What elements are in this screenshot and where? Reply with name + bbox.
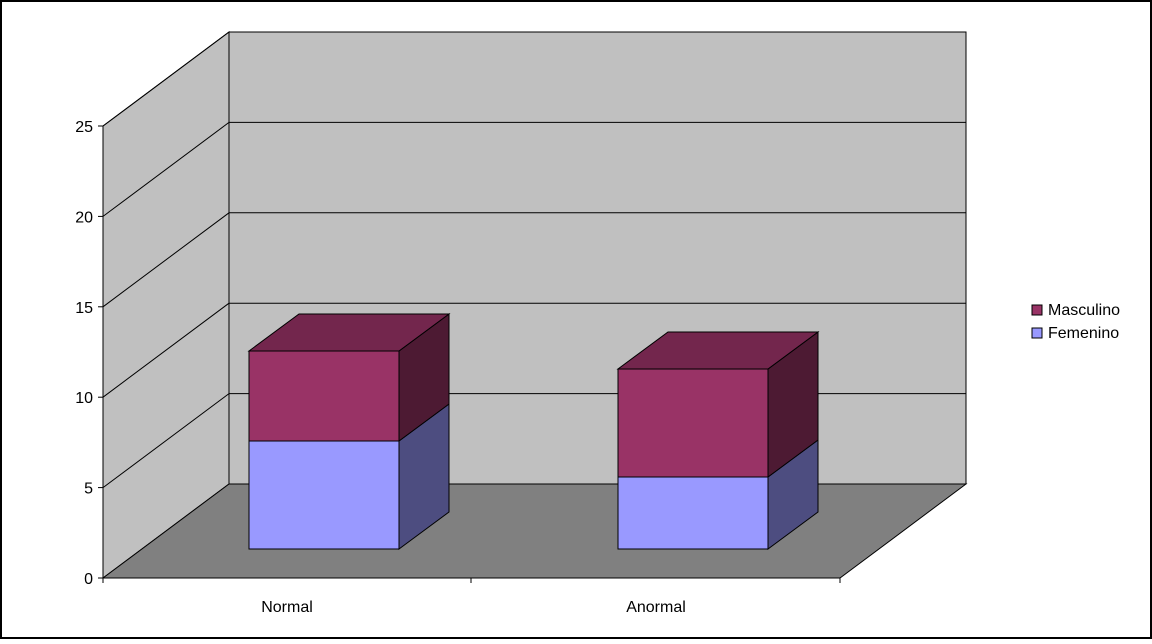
gridline-side xyxy=(102,31,230,127)
gridline-side xyxy=(102,393,230,489)
bar-top-normal xyxy=(247,313,451,352)
legend-swatch-masculino xyxy=(1031,304,1043,316)
bar-femenino-normal xyxy=(248,440,400,550)
legend: Masculino Femenino xyxy=(1031,302,1120,342)
y-tick-label: 0 xyxy=(84,571,93,588)
gridline-side xyxy=(102,121,230,217)
x-tick-label-normal: Normal xyxy=(261,599,313,616)
y-tick-label: 5 xyxy=(84,481,93,498)
bars xyxy=(247,313,820,550)
legend-label-masculino: Masculino xyxy=(1048,302,1120,319)
legend-label-femenino: Femenino xyxy=(1048,325,1119,342)
value-axis: 0 5 10 15 20 25 xyxy=(75,119,841,588)
bar-masculino-anormal xyxy=(617,368,769,478)
y-tick-label: 20 xyxy=(75,209,93,226)
legend-swatch-femenino xyxy=(1031,327,1043,339)
y-tick-label: 10 xyxy=(75,390,93,407)
y-tick-label: 25 xyxy=(75,119,93,136)
x-tick-label-anormal: Anormal xyxy=(626,599,686,616)
category-labels: Normal Anormal xyxy=(261,599,686,616)
bar-masculino-normal xyxy=(248,350,400,442)
gridlines xyxy=(102,31,966,489)
gridline-side xyxy=(102,212,230,308)
floor xyxy=(101,483,968,579)
y-tick-label: 15 xyxy=(75,300,93,317)
bar-top-anormal xyxy=(616,331,820,370)
gridline-side xyxy=(102,302,230,398)
bar-femenino-anormal xyxy=(617,476,769,550)
side-wall xyxy=(102,31,230,579)
